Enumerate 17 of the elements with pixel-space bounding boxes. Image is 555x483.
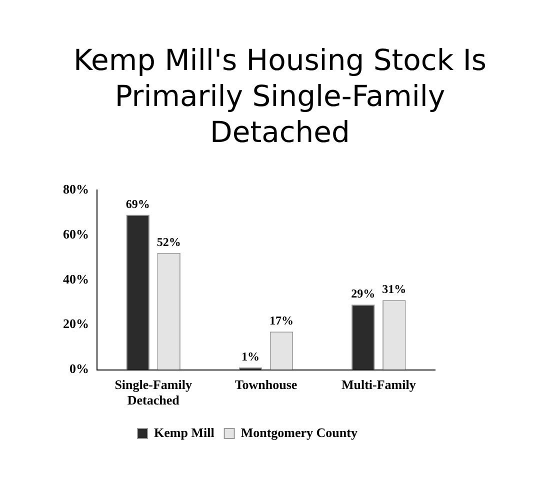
chart-title: Kemp Mill's Housing Stock Is Primarily Single-Family Detached	[72, 42, 488, 150]
data-label: 1%	[242, 350, 260, 364]
y-tick-label: 0%	[70, 361, 89, 376]
data-label: 29%	[351, 286, 376, 301]
legend-label: Kemp Mill	[154, 424, 215, 440]
data-label: 69%	[126, 196, 150, 211]
x-tick-label: Single-Family Detached	[114, 376, 192, 408]
y-tick-label: 60%	[63, 226, 89, 242]
x-tick-label: Townhouse	[234, 376, 298, 392]
y-tick-label: 40%	[63, 271, 89, 286]
y-tick-label: 80%	[63, 181, 89, 196]
data-label: 52%	[156, 235, 181, 250]
legend-label: Montgomery County	[240, 424, 358, 440]
data-label: 17%	[269, 314, 294, 328]
x-tick-label: Multi-Family	[341, 376, 416, 392]
y-tick-label: 20%	[63, 316, 89, 332]
data-label: 31%	[382, 282, 406, 296]
